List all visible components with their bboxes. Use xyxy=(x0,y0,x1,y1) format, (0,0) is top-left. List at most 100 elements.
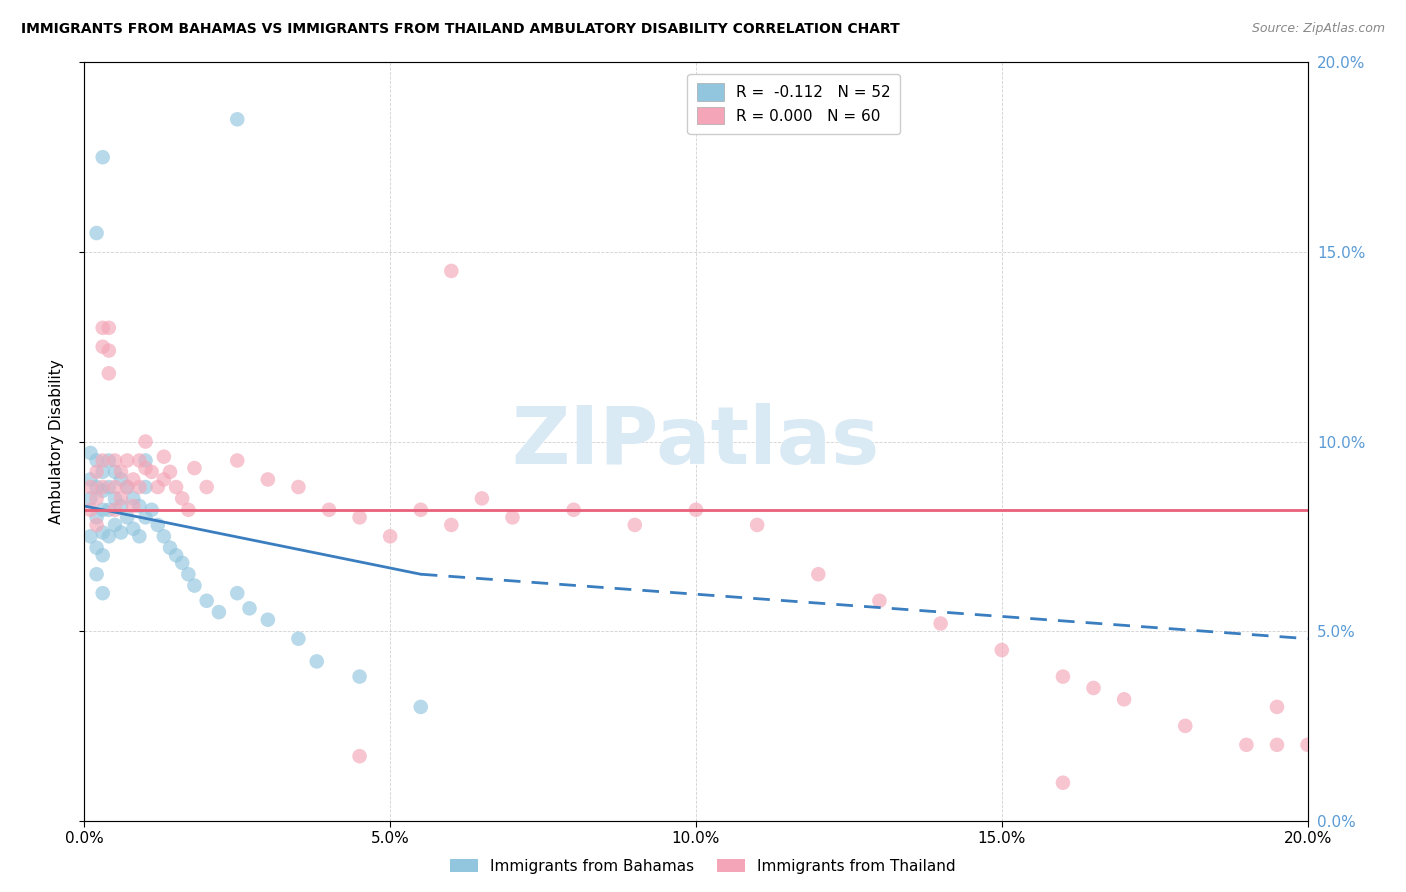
Point xyxy=(562,503,585,517)
Point xyxy=(349,510,371,524)
Point xyxy=(115,480,138,494)
Point xyxy=(97,480,120,494)
Point xyxy=(257,473,280,487)
Point xyxy=(380,529,402,543)
Point xyxy=(79,491,101,506)
Point xyxy=(135,434,157,449)
Point xyxy=(177,567,200,582)
Point xyxy=(183,579,205,593)
Point xyxy=(1296,738,1319,752)
Point xyxy=(91,340,114,354)
Point xyxy=(79,473,101,487)
Point xyxy=(79,446,101,460)
Point xyxy=(97,320,120,334)
Point xyxy=(86,453,108,467)
Point xyxy=(104,480,127,494)
Point xyxy=(110,465,132,479)
Point xyxy=(91,586,114,600)
Point xyxy=(91,320,114,334)
Point xyxy=(110,525,132,540)
Point xyxy=(305,655,328,669)
Point xyxy=(238,601,260,615)
Point xyxy=(141,465,163,479)
Point xyxy=(104,491,127,506)
Point xyxy=(128,453,150,467)
Point xyxy=(135,510,157,524)
Point xyxy=(172,491,194,506)
Point xyxy=(685,503,707,517)
Point xyxy=(128,529,150,543)
Point xyxy=(1052,776,1074,790)
Point xyxy=(159,541,181,555)
Point xyxy=(257,613,280,627)
Point xyxy=(86,567,108,582)
Point xyxy=(97,529,120,543)
Point xyxy=(86,491,108,506)
Point xyxy=(91,453,114,467)
Legend: Immigrants from Bahamas, Immigrants from Thailand: Immigrants from Bahamas, Immigrants from… xyxy=(444,853,962,880)
Text: IMMIGRANTS FROM BAHAMAS VS IMMIGRANTS FROM THAILAND AMBULATORY DISABILITY CORREL: IMMIGRANTS FROM BAHAMAS VS IMMIGRANTS FR… xyxy=(21,22,900,37)
Point xyxy=(226,112,249,127)
Point xyxy=(146,480,169,494)
Point xyxy=(91,150,114,164)
Point xyxy=(409,699,432,714)
Point xyxy=(929,616,952,631)
Point xyxy=(110,499,132,513)
Text: ZIPatlas: ZIPatlas xyxy=(512,402,880,481)
Point xyxy=(86,517,108,532)
Point xyxy=(1083,681,1105,695)
Point xyxy=(115,453,138,467)
Point xyxy=(177,503,200,517)
Point xyxy=(1052,669,1074,684)
Point xyxy=(409,503,432,517)
Point xyxy=(1174,719,1197,733)
Text: Source: ZipAtlas.com: Source: ZipAtlas.com xyxy=(1251,22,1385,36)
Point xyxy=(1236,738,1258,752)
Point xyxy=(165,480,187,494)
Point xyxy=(287,480,309,494)
Point xyxy=(226,586,249,600)
Point xyxy=(440,517,463,532)
Point xyxy=(79,480,101,494)
Point xyxy=(110,473,132,487)
Point xyxy=(141,503,163,517)
Point xyxy=(318,503,340,517)
Point xyxy=(153,450,176,464)
Point xyxy=(624,517,647,532)
Point xyxy=(128,499,150,513)
Point xyxy=(135,453,157,467)
Y-axis label: Ambulatory Disability: Ambulatory Disability xyxy=(49,359,63,524)
Point xyxy=(869,594,891,608)
Point xyxy=(195,480,218,494)
Point xyxy=(110,491,132,506)
Point xyxy=(97,366,120,380)
Point xyxy=(471,491,494,506)
Point xyxy=(86,541,108,555)
Point xyxy=(146,517,169,532)
Point xyxy=(153,529,176,543)
Point xyxy=(86,480,108,494)
Point xyxy=(172,556,194,570)
Point xyxy=(86,510,108,524)
Point xyxy=(159,465,181,479)
Legend: R =  -0.112   N = 52, R = 0.000   N = 60: R = -0.112 N = 52, R = 0.000 N = 60 xyxy=(688,74,900,134)
Point xyxy=(1265,738,1288,752)
Point xyxy=(991,643,1014,657)
Point xyxy=(104,503,127,517)
Point xyxy=(104,465,127,479)
Point xyxy=(79,529,101,543)
Point xyxy=(91,548,114,563)
Point xyxy=(183,461,205,475)
Point xyxy=(122,473,145,487)
Point xyxy=(287,632,309,646)
Point xyxy=(115,510,138,524)
Point xyxy=(104,453,127,467)
Point xyxy=(153,473,176,487)
Point xyxy=(747,517,769,532)
Point xyxy=(165,548,187,563)
Point xyxy=(97,453,120,467)
Point xyxy=(1114,692,1136,706)
Point xyxy=(1265,699,1288,714)
Point xyxy=(226,453,249,467)
Point xyxy=(91,465,114,479)
